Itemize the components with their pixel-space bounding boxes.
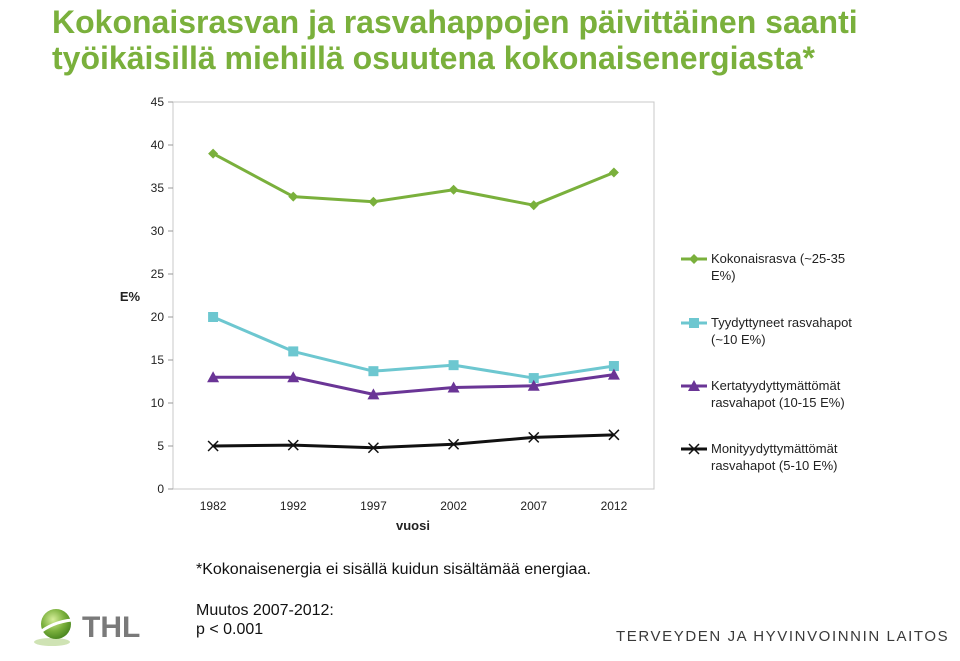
data-point-3-2-stroke-b — [367, 442, 379, 454]
plot-area — [172, 101, 655, 490]
legend-swatch-marker — [688, 443, 700, 455]
data-point-1-2 — [368, 366, 379, 377]
chart-axes: 0 5 10 15 20 25 30 35 40 45 1982 1992 1997 2002 2007 20… — [120, 95, 655, 533]
data-point-1-4 — [528, 373, 539, 384]
y-tick-label: 5 — [157, 439, 164, 453]
logo-swoosh — [37, 618, 73, 636]
series-line-0 — [212, 152, 615, 207]
legend-label-line: rasvahapot (5-10 E%) — [711, 458, 838, 473]
data-point-3-0-stroke-b — [207, 440, 219, 452]
data-point-0-5 — [608, 167, 619, 178]
series-3 — [207, 429, 620, 454]
x-tick-label: 1997 — [360, 499, 387, 513]
thl-logo: THL — [34, 609, 140, 646]
data-point-3-5-stroke-b — [608, 429, 620, 441]
y-tick-label: 45 — [151, 95, 165, 109]
data-point-2-3 — [447, 381, 460, 393]
legend-swatch-marker — [688, 380, 700, 391]
legend-label-2: Kertatyydyttymättömät rasvahapot (10-15 E… — [711, 377, 911, 411]
data-point-3-4 — [528, 431, 540, 443]
data-point-3-3 — [448, 438, 460, 450]
series-line-2 — [213, 373, 615, 396]
change-line-2: p < 0.001 — [196, 621, 264, 638]
y-tick-label: 0 — [157, 482, 164, 496]
footnote: *Kokonaisenergia ei sisällä kuidun sisäl… — [196, 561, 591, 578]
series-1 — [208, 312, 619, 384]
data-point-0-3 — [448, 184, 459, 195]
data-point-3-3-stroke-b — [448, 438, 460, 450]
data-point-1-5 — [608, 361, 619, 372]
data-point-2-1 — [287, 371, 300, 383]
data-point-1-0 — [208, 312, 219, 322]
data-point-1-3 — [448, 360, 459, 371]
data-point-0-4 — [528, 200, 539, 211]
data-point-3-5 — [608, 429, 620, 441]
legend-label-line: (~10 E%) — [711, 332, 766, 347]
series-2 — [207, 368, 620, 400]
logo-shadow — [34, 638, 70, 646]
legend-label-line: E%) — [711, 268, 736, 283]
y-tick-label: 40 — [151, 138, 165, 152]
x-tick-label: 1982 — [200, 499, 227, 513]
legend-label-line: Kokonaisrasva (~25-35 — [711, 251, 846, 266]
y-tick-label: 15 — [151, 353, 165, 367]
organization-name: TERVEYDEN JA HYVINVOINNIN LAITOS — [616, 628, 950, 645]
change-note: Muutos 2007-2012: p < 0.001 — [196, 601, 334, 639]
legend-swatch-marker-stroke-b — [688, 443, 700, 455]
legend-label-1: Tyydyttyneet rasvahapot (~10 E%) — [711, 314, 911, 348]
data-point-2-2 — [367, 388, 380, 400]
legend-label-0: Kokonaisrasva (~25-35 E%) — [711, 250, 911, 284]
y-tick-label: 20 — [151, 310, 165, 324]
y-tick-label: 25 — [151, 267, 165, 281]
legend-swatch-marker — [689, 318, 699, 328]
data-point-0-2 — [368, 196, 379, 207]
title-line-1: Kokonaisrasvan ja rasvahappojen päivittä… — [52, 4, 858, 40]
data-point-2-5 — [607, 368, 620, 380]
legend-swatch-marker — [689, 254, 699, 264]
y-axis-title: E% — [120, 289, 141, 304]
series-0 — [208, 148, 619, 211]
legend-label-3: Monityydyttymättömät rasvahapot (5-10 E%) — [711, 440, 911, 474]
x-tick-label: 2007 — [520, 499, 547, 513]
title-line-2: työikäisillä miehillä osuutena kokonaise… — [52, 40, 815, 76]
data-point-0-1 — [288, 191, 299, 202]
data-point-2-4 — [527, 379, 540, 391]
legend-swatch-0 — [681, 254, 707, 264]
legend-label-line: Tyydyttyneet rasvahapot — [711, 315, 852, 330]
x-tick-label: 2002 — [440, 499, 467, 513]
legend-swatch-2 — [681, 380, 707, 391]
x-tick-label: 2012 — [601, 499, 628, 513]
legend-label-line: Monityydyttymättömät — [711, 441, 838, 456]
y-tick-label: 10 — [151, 396, 165, 410]
y-tick-label: 35 — [151, 181, 165, 195]
y-tick-label: 30 — [151, 224, 165, 238]
data-point-1-1 — [288, 346, 299, 357]
legend-label-line: rasvahapot (10-15 E%) — [711, 395, 845, 410]
logo-text: THL — [82, 611, 140, 644]
data-point-3-2 — [367, 442, 379, 454]
x-axis-title: vuosi — [396, 518, 430, 533]
data-point-3-1-stroke-b — [287, 439, 299, 451]
page-title: Kokonaisrasvan ja rasvahappojen päivittä… — [52, 4, 932, 76]
series-line-3 — [213, 433, 614, 450]
data-point-3-4-stroke-b — [528, 431, 540, 443]
data-point-2-0 — [207, 371, 220, 383]
legend-swatch-1 — [681, 318, 707, 328]
data-point-3-0 — [207, 440, 219, 452]
data-point-3-1 — [287, 439, 299, 451]
change-line-1: Muutos 2007-2012: — [196, 602, 334, 619]
data-point-0-0 — [208, 148, 219, 159]
series-line-1 — [212, 315, 615, 380]
legend-swatch-3 — [681, 443, 707, 455]
legend-label-line: Kertatyydyttymättömät — [711, 378, 841, 393]
x-tick-label: 1992 — [280, 499, 307, 513]
chart-marks — [207, 148, 620, 454]
